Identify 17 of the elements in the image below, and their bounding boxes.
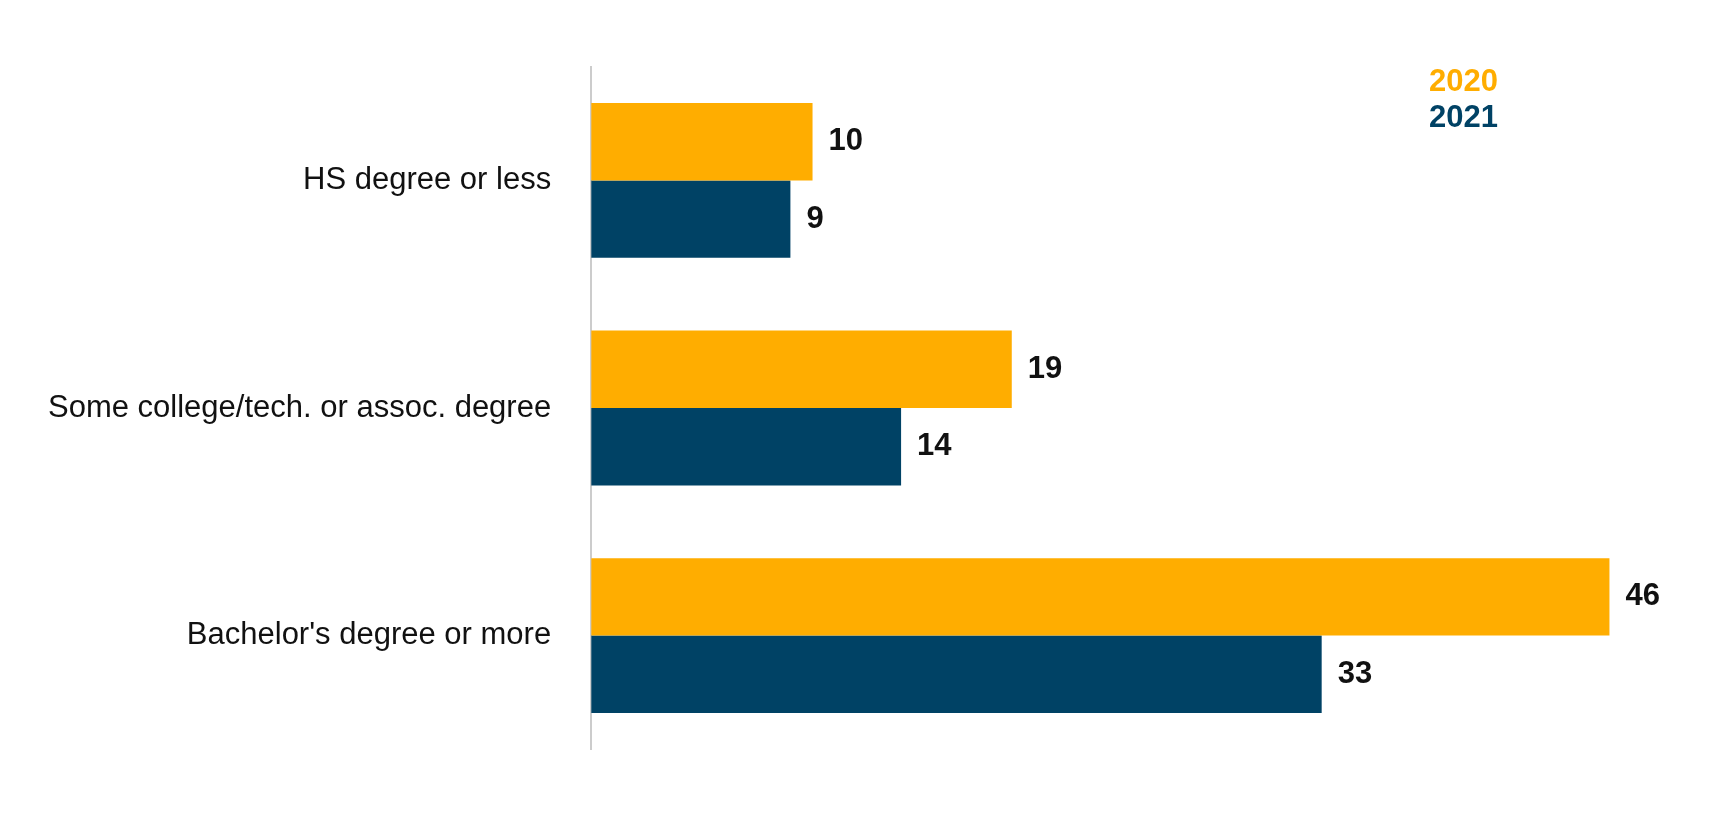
data-label: 10	[828, 122, 864, 158]
bar	[591, 558, 1610, 636]
y-tick-label: Some college/tech. or assoc. degree	[47, 388, 552, 424]
bar	[591, 330, 1012, 408]
bar	[591, 103, 813, 181]
y-tick-label: Bachelor's degree or more	[186, 616, 552, 652]
data-label: 19	[1027, 349, 1063, 385]
data-label: 9	[806, 199, 824, 235]
text: 2021	[1429, 99, 1498, 135]
data-label: 33	[1337, 654, 1373, 690]
text: 2020	[1429, 63, 1498, 99]
bar	[591, 408, 902, 486]
bar	[591, 635, 1322, 713]
y-tick-label: HS degree or less	[303, 160, 552, 196]
data-label: 46	[1625, 577, 1660, 613]
bar	[591, 180, 791, 258]
data-label: 14	[917, 427, 953, 463]
